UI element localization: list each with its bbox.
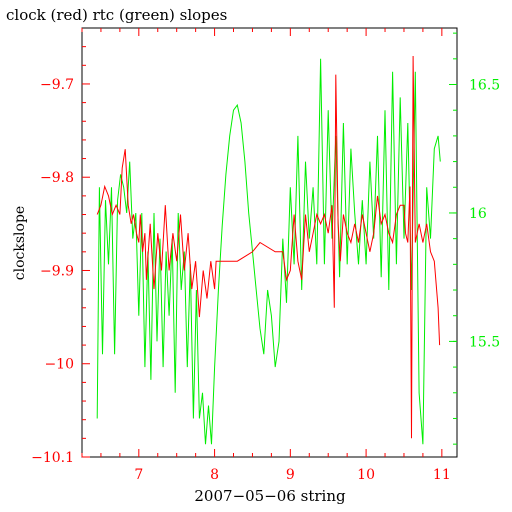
plot-frame (81, 27, 458, 458)
y-right-tick-label: 16.5 (469, 78, 500, 94)
y-axis-label: clockslope (12, 206, 28, 280)
x-tick-label: 9 (286, 467, 295, 483)
x-tick-label: 7 (134, 467, 143, 483)
y-left-tick-label: −9.9 (40, 263, 74, 279)
y-right-tick-label: 15.5 (469, 334, 500, 350)
x-tick-label: 11 (433, 467, 451, 483)
series-clock-line (96, 55, 441, 439)
series-layer (96, 55, 441, 445)
y-left-tick-label: −9.8 (40, 170, 74, 186)
chart-title: clock (red) rtc (green) slopes (6, 6, 227, 24)
x-axis-label: 2007−05−06 string (194, 487, 346, 505)
x-tick-label: 8 (210, 467, 219, 483)
y-right-tick-label: 16 (469, 206, 487, 222)
y-left-tick-label: −10 (44, 357, 74, 373)
y-left-tick-label: −10.1 (31, 450, 74, 466)
x-tick-label: 10 (357, 467, 375, 483)
axis-ticks: 7 8 9 10 11 −9.7 −9.8 −9.9 −10 −10.1 16.5 16 15.5 (31, 28, 500, 483)
y-left-tick-label: −9.7 (40, 77, 74, 93)
